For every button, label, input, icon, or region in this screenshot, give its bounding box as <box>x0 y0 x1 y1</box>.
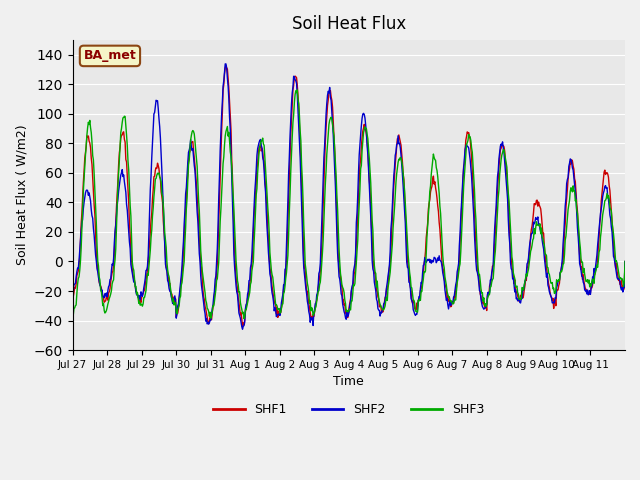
SHF3 <box>263 191 271 196</box>
SHF1 <box>222 63 230 69</box>
SHF1 <box>438 260 446 266</box>
SHF3 <box>621 259 629 264</box>
SHF1 <box>134 293 141 299</box>
SHF1 <box>407 288 415 294</box>
X-axis label: Time: Time <box>333 375 364 388</box>
SHF2 <box>621 259 629 264</box>
Y-axis label: Soil Heat Flux ( W/m2): Soil Heat Flux ( W/m2) <box>15 125 28 265</box>
SHF3 <box>235 289 243 295</box>
SHF2 <box>264 236 271 242</box>
SHF2 <box>221 61 229 67</box>
SHF3 <box>240 316 248 322</box>
SHF3 <box>293 87 301 93</box>
SHF3 <box>438 239 446 244</box>
SHF1 <box>68 294 76 300</box>
SHF2 <box>285 171 292 177</box>
SHF1 <box>239 324 246 330</box>
SHF3 <box>68 311 76 317</box>
Legend: SHF1, SHF2, SHF3: SHF1, SHF2, SHF3 <box>209 398 489 421</box>
SHF2 <box>68 287 76 293</box>
SHF1 <box>621 259 629 264</box>
SHF2 <box>407 296 415 301</box>
Text: BA_met: BA_met <box>84 49 136 62</box>
Line: SHF3: SHF3 <box>72 90 625 319</box>
SHF2 <box>239 326 246 332</box>
SHF2 <box>134 291 141 297</box>
SHF1 <box>285 196 292 202</box>
Line: SHF1: SHF1 <box>72 66 625 327</box>
SHF3 <box>284 252 292 258</box>
SHF3 <box>134 289 141 295</box>
SHF2 <box>438 264 446 269</box>
SHF1 <box>236 306 243 312</box>
SHF1 <box>264 226 271 232</box>
Title: Soil Heat Flux: Soil Heat Flux <box>292 15 406 33</box>
Line: SHF2: SHF2 <box>72 64 625 329</box>
SHF2 <box>236 313 243 319</box>
SHF3 <box>407 284 415 290</box>
